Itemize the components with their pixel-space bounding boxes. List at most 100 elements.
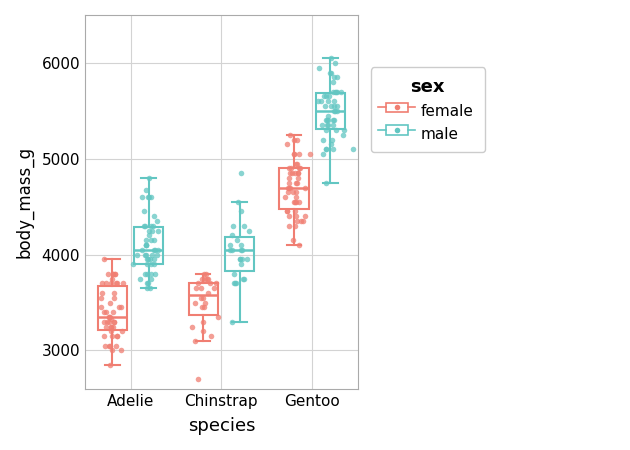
Point — [292, 160, 302, 167]
Point — [99, 309, 109, 316]
Point — [117, 328, 127, 335]
Point — [106, 316, 116, 323]
Point — [316, 98, 326, 105]
Point — [326, 136, 336, 143]
Point — [228, 222, 238, 230]
Point — [231, 280, 241, 287]
Point — [284, 165, 294, 172]
Point — [287, 165, 297, 172]
Point — [329, 98, 340, 105]
Point — [144, 227, 154, 234]
Point — [321, 179, 331, 186]
Point — [140, 242, 151, 249]
Point — [147, 227, 158, 234]
Point — [196, 284, 206, 292]
Point — [227, 232, 237, 239]
Point — [198, 328, 208, 335]
Point — [330, 59, 340, 67]
Point — [128, 261, 138, 268]
Point — [321, 117, 331, 124]
Point — [280, 194, 290, 201]
Point — [116, 347, 126, 354]
Point — [236, 170, 246, 177]
Point — [110, 342, 120, 349]
Point — [321, 117, 331, 124]
Point — [294, 150, 304, 158]
Point — [329, 117, 339, 124]
Point — [305, 150, 315, 158]
Point — [111, 280, 121, 287]
Point — [145, 284, 155, 292]
Point — [152, 217, 163, 225]
Point — [297, 217, 307, 225]
Point — [104, 318, 114, 325]
Point — [140, 251, 150, 258]
Point — [198, 294, 208, 302]
Point — [149, 222, 159, 230]
Point — [142, 280, 152, 287]
Point — [324, 69, 335, 76]
Point — [318, 136, 328, 143]
Point — [149, 213, 159, 220]
Point — [144, 232, 154, 239]
Point — [109, 318, 119, 325]
Point — [108, 270, 118, 277]
Point — [290, 194, 301, 201]
Point — [198, 304, 209, 311]
Point — [331, 88, 341, 95]
Point — [146, 275, 156, 282]
Point — [106, 323, 116, 330]
Point — [139, 222, 149, 230]
Point — [105, 361, 115, 369]
Point — [284, 179, 294, 186]
Point — [292, 198, 302, 206]
Point — [232, 198, 243, 206]
Point — [236, 208, 246, 215]
Point — [150, 270, 160, 277]
Point — [112, 280, 122, 287]
Point — [200, 275, 210, 282]
Point — [149, 246, 159, 253]
Point — [137, 194, 147, 201]
Point — [291, 160, 301, 167]
Point — [284, 213, 294, 220]
Point — [152, 251, 162, 258]
Point — [98, 256, 108, 263]
Point — [142, 261, 152, 268]
Point — [197, 275, 207, 282]
Point — [96, 304, 106, 311]
Point — [146, 256, 156, 263]
Point — [295, 165, 305, 172]
Point — [294, 198, 304, 206]
Point — [110, 270, 120, 277]
Point — [282, 208, 292, 215]
Point — [323, 122, 333, 129]
Point — [300, 184, 310, 191]
Point — [291, 189, 301, 196]
Point — [313, 98, 323, 105]
Point — [321, 146, 331, 153]
Point — [110, 318, 120, 325]
Point — [320, 103, 330, 110]
Point — [205, 280, 215, 287]
Point — [230, 280, 240, 287]
Point — [187, 323, 197, 330]
Point — [326, 141, 336, 148]
Point — [300, 213, 310, 220]
Point — [323, 122, 333, 129]
Y-axis label: body_mass_g: body_mass_g — [15, 146, 33, 258]
Point — [101, 280, 111, 287]
Point — [200, 299, 210, 306]
Point — [101, 323, 112, 330]
Point — [149, 261, 159, 268]
Point — [105, 313, 115, 320]
Point — [285, 170, 295, 177]
Point — [293, 174, 303, 181]
Point — [288, 237, 298, 244]
Point — [348, 146, 358, 153]
Point — [331, 126, 341, 134]
Point — [284, 222, 294, 230]
Point — [236, 242, 246, 249]
Point — [132, 251, 142, 258]
Point — [244, 227, 254, 234]
